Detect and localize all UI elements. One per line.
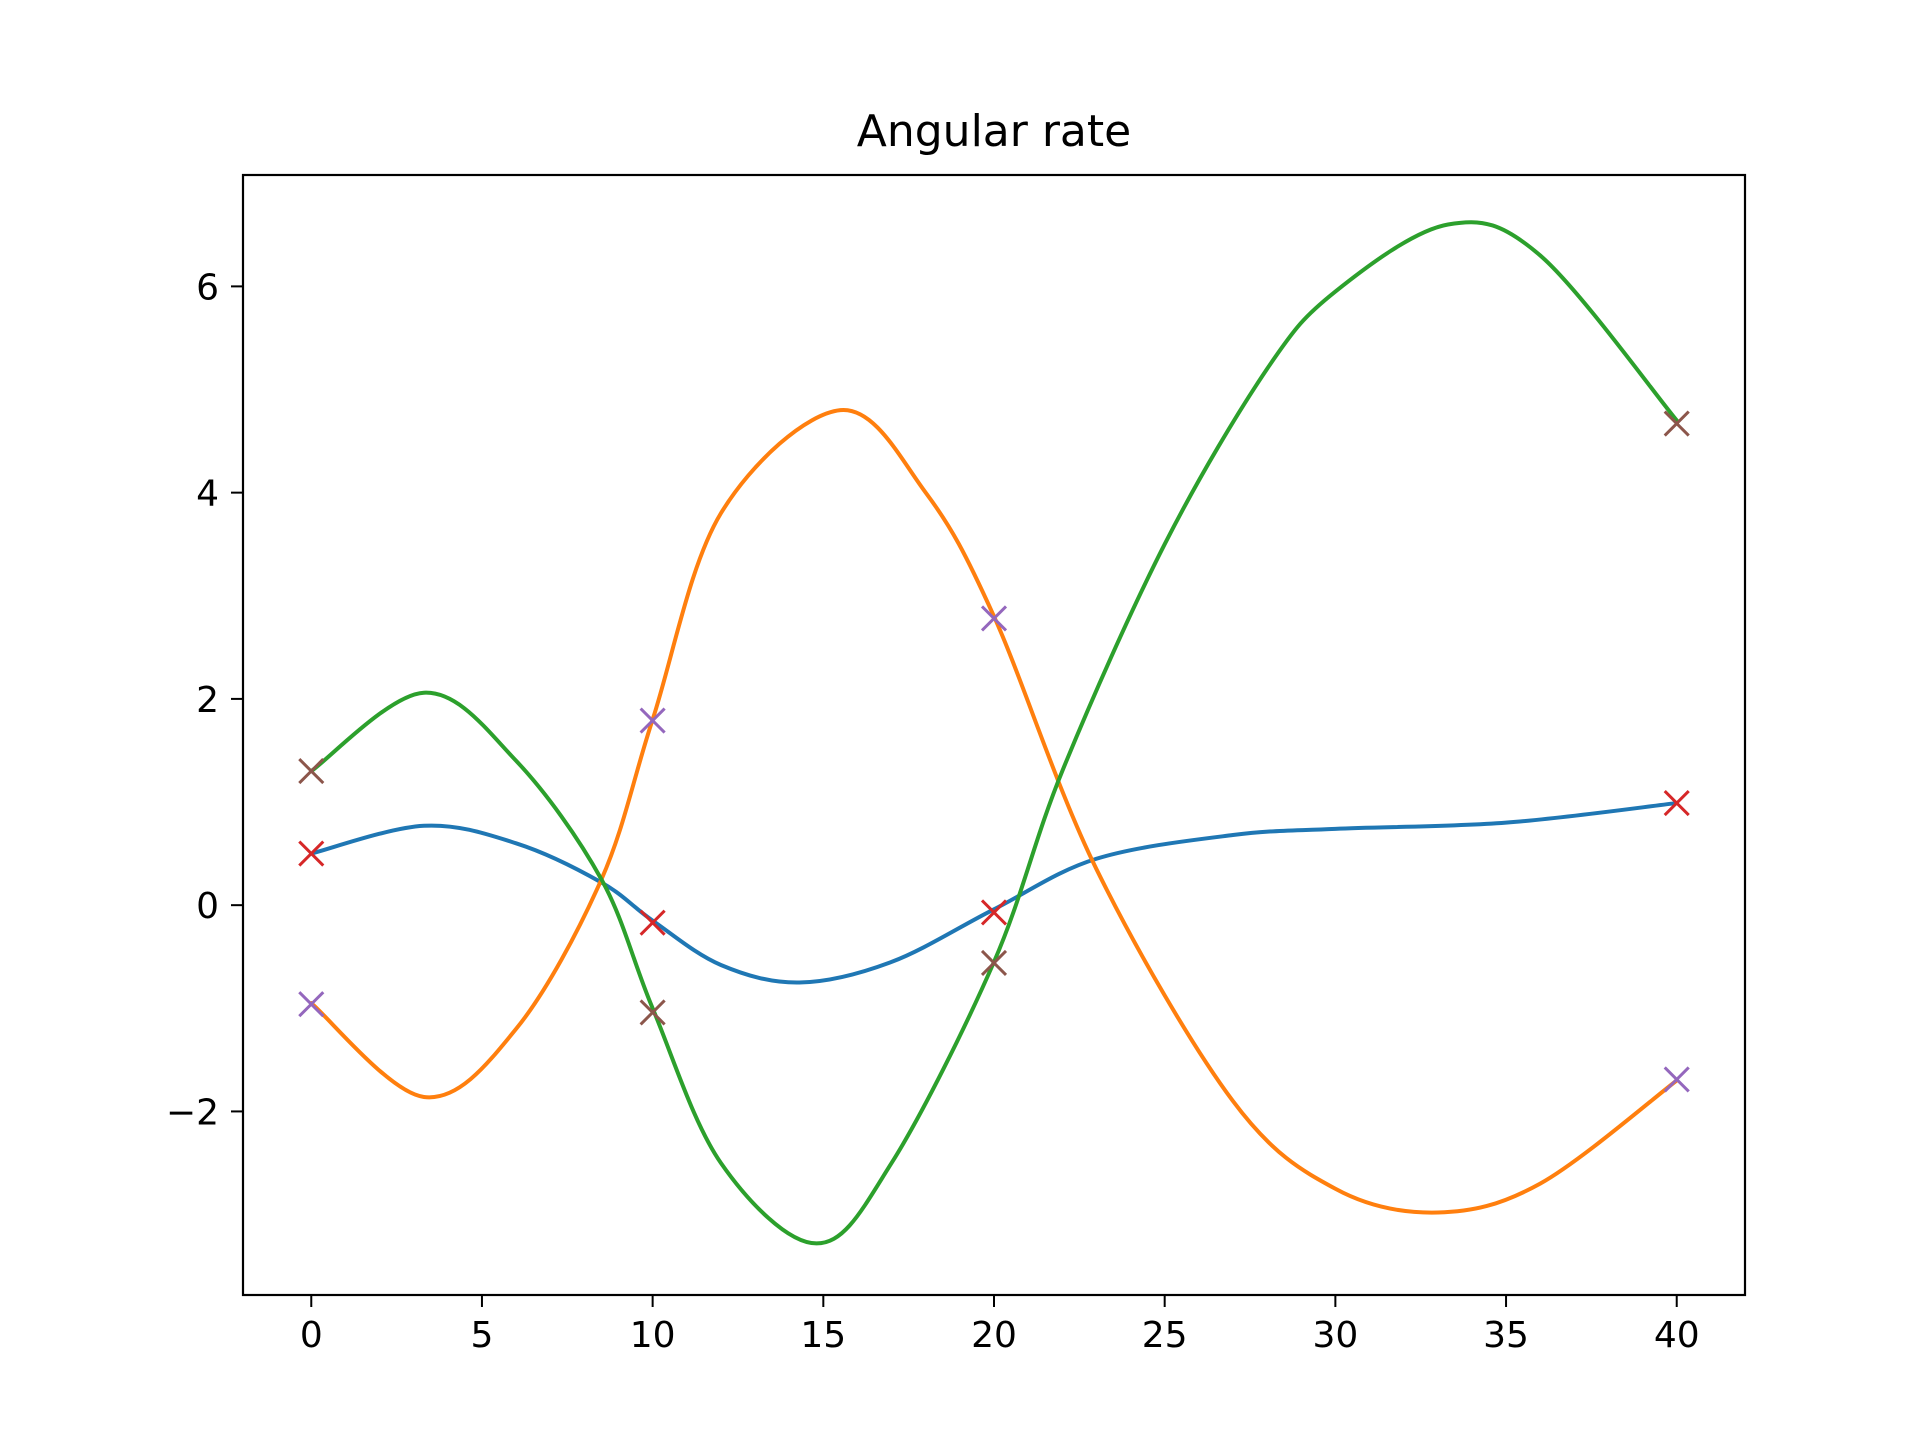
x-tick-label: 30 <box>1312 1315 1358 1356</box>
x-tick-label: 10 <box>630 1315 676 1356</box>
x-tick-label: 35 <box>1483 1315 1529 1356</box>
marker-x-1-4 <box>1663 790 1690 817</box>
marker-x-3-4 <box>1663 410 1690 437</box>
marker-x-3-2 <box>639 999 666 1026</box>
series-line-3 <box>309 220 1679 1246</box>
axis-ticks: 0 5 10 15 20 25 30 35 40 −2 0 2 4 6 <box>166 267 1700 1356</box>
marker-x-1-2 <box>639 909 666 936</box>
y-tick-label: 4 <box>196 474 219 515</box>
marker-x-2-3 <box>980 605 1008 632</box>
marker-x-2-2 <box>639 707 666 734</box>
marker-x-3-1 <box>298 758 325 785</box>
x-tick-label: 40 <box>1654 1315 1700 1356</box>
x-tick-label: 15 <box>800 1315 846 1356</box>
x-tick-label: 25 <box>1142 1315 1188 1356</box>
x-tick-label: 0 <box>300 1315 323 1356</box>
y-tick-label: 6 <box>196 267 219 308</box>
marker-x-2-4 <box>1663 1066 1690 1093</box>
axes-frame <box>241 173 1747 1297</box>
marker-x-2-1 <box>298 991 325 1018</box>
series-line-2 <box>309 408 1679 1215</box>
marker-x-3-3 <box>980 949 1008 976</box>
plot-area <box>298 220 1690 1246</box>
y-tick-label: 0 <box>196 886 219 927</box>
chart-title: Angular rate <box>857 106 1131 157</box>
series-line-1 <box>309 801 1679 985</box>
marker-x-1-1 <box>298 840 325 867</box>
marker-x-1-3 <box>980 899 1008 926</box>
x-tick-label: 20 <box>971 1315 1017 1356</box>
y-tick-label: 2 <box>196 680 219 721</box>
y-tick-label: −2 <box>166 1092 219 1133</box>
x-tick-label: 5 <box>471 1315 494 1356</box>
